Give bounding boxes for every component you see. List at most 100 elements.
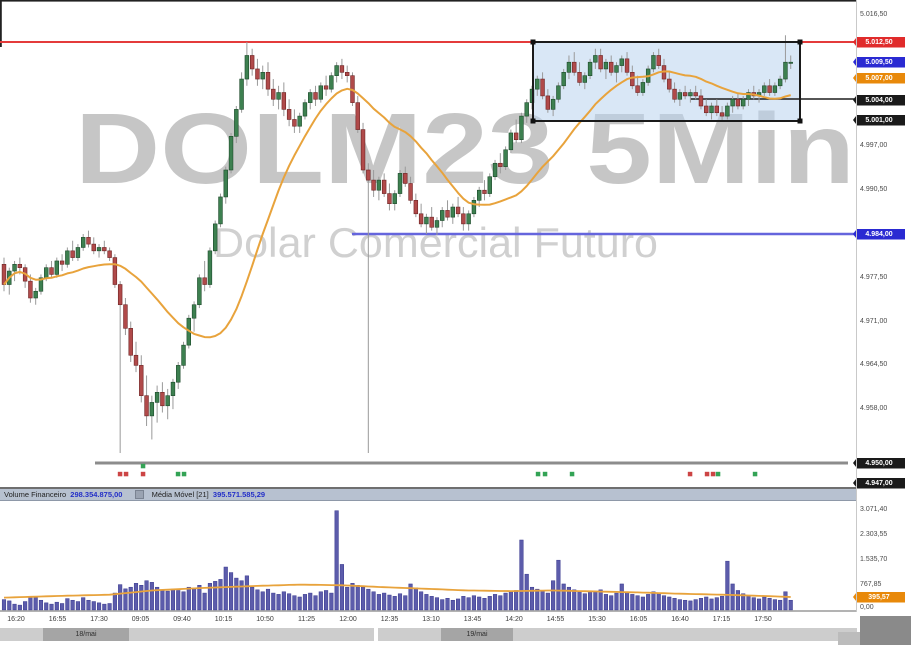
price-tag-black[interactable]: 4.950,00 — [853, 457, 905, 469]
candle — [455, 206, 461, 215]
volume-bar — [720, 596, 725, 611]
volume-bar — [324, 590, 329, 611]
price-tag-black[interactable]: 4.947,00 — [853, 477, 905, 489]
volume-ma-label: Média Móvel [21] — [151, 490, 209, 499]
volume-bar — [529, 586, 535, 611]
candle — [38, 277, 44, 292]
volume-pane[interactable] — [0, 501, 857, 612]
candle — [91, 243, 96, 252]
volume-bar — [7, 600, 12, 611]
volume-bar — [192, 588, 197, 611]
candle — [308, 92, 313, 103]
volume-bar — [735, 590, 740, 611]
volume-bar — [751, 597, 756, 611]
volume-bar — [197, 585, 202, 611]
candle — [339, 65, 345, 73]
volume-bar — [218, 579, 223, 611]
price-tag-red[interactable]: 5.012,50 — [853, 36, 905, 48]
price-axis-label: 4.964,50 — [860, 361, 888, 368]
box-resize-handle[interactable] — [530, 39, 536, 45]
time-axis-label: 16:55 — [48, 616, 67, 623]
volume-ma-tag[interactable]: 395,57 — [853, 591, 905, 603]
corner-filler-block — [860, 616, 911, 645]
candle — [160, 392, 165, 407]
volume-bar — [265, 588, 271, 611]
box-resize-handle[interactable] — [797, 118, 803, 124]
volume-bar — [96, 602, 102, 611]
volume-bar — [746, 595, 751, 611]
candle — [540, 78, 545, 97]
volume-bar — [619, 583, 624, 611]
volume-bar — [33, 597, 38, 611]
volume-bar — [207, 583, 212, 611]
candle — [96, 247, 102, 252]
candle — [471, 200, 477, 215]
trade-marker-green — [175, 471, 181, 477]
volume-bar — [165, 590, 170, 611]
volume-bar — [498, 595, 503, 611]
time-axis-label: 09:40 — [173, 616, 191, 623]
candle — [614, 65, 619, 73]
candle — [508, 132, 514, 151]
volume-axis-label: 0,00 — [860, 604, 874, 611]
volume-bar — [366, 588, 371, 611]
price-axis[interactable]: 5.016,50 4.997,00 4.990,50 4.977,50 4.971,00… — [853, 0, 911, 645]
candle — [54, 260, 60, 275]
box-resize-handle[interactable] — [797, 39, 803, 45]
time-axis-label: 12:00 — [339, 616, 357, 623]
price-tag-orange[interactable]: 5.007,00 — [853, 72, 905, 84]
date-chip: 19/mai — [441, 628, 513, 641]
candle — [566, 61, 572, 73]
volume-bar — [429, 596, 434, 611]
consolidation-box-fill[interactable] — [533, 42, 800, 121]
box-resize-handle[interactable] — [530, 118, 536, 124]
candle — [86, 237, 91, 245]
time-axis-label: 14:55 — [546, 616, 565, 623]
volume-bar — [376, 594, 381, 611]
candle — [476, 189, 482, 201]
candle — [218, 196, 223, 225]
pane-divider[interactable] — [0, 487, 857, 489]
volume-bar — [223, 566, 228, 611]
price-axis-label: 4.971,00 — [860, 318, 888, 325]
candle — [698, 95, 704, 107]
price-tag-blue[interactable]: 4.984,00 — [853, 228, 905, 240]
trade-marker-green — [140, 463, 146, 469]
volume-indicator-header[interactable]: Volume Financeiro 298.354.875,00 Média M… — [0, 489, 857, 501]
candle — [260, 72, 265, 80]
volume-bar — [86, 599, 91, 611]
candle — [381, 179, 387, 194]
price-tag-black[interactable]: 5.001,00 — [853, 114, 905, 126]
volume-bar — [450, 599, 455, 611]
trade-marker-green — [542, 471, 548, 477]
candle — [582, 75, 588, 83]
candle — [112, 257, 118, 285]
candle — [492, 162, 498, 178]
candle — [550, 98, 556, 110]
candle — [598, 55, 603, 70]
price-axis-label: 4.958,00 — [860, 405, 888, 412]
price-tag-black[interactable]: 5.004,00 — [853, 94, 905, 106]
candle — [725, 105, 730, 117]
volume-bar — [403, 595, 408, 611]
candle — [334, 65, 339, 76]
time-axis-label: 16:05 — [629, 616, 648, 623]
volume-bar — [598, 589, 603, 611]
trade-marker-green — [181, 471, 187, 477]
candle — [587, 61, 593, 76]
candle — [249, 55, 255, 70]
volume-bar — [38, 599, 44, 611]
volume-bar — [91, 601, 96, 611]
volume-bar — [503, 592, 508, 611]
consolidation-box[interactable] — [532, 41, 801, 122]
volume-bar — [308, 592, 313, 611]
volume-bar — [170, 588, 176, 611]
candle — [244, 55, 250, 80]
time-axis[interactable]: 16:20 16:55 17:30 09:05 09:40 10:15 10:50 11:25… — [0, 612, 857, 628]
candle — [624, 58, 630, 73]
price-tag-blue[interactable]: 5.009,50 — [853, 56, 905, 68]
candle — [434, 220, 440, 228]
candle — [165, 395, 170, 407]
candle — [170, 381, 176, 396]
